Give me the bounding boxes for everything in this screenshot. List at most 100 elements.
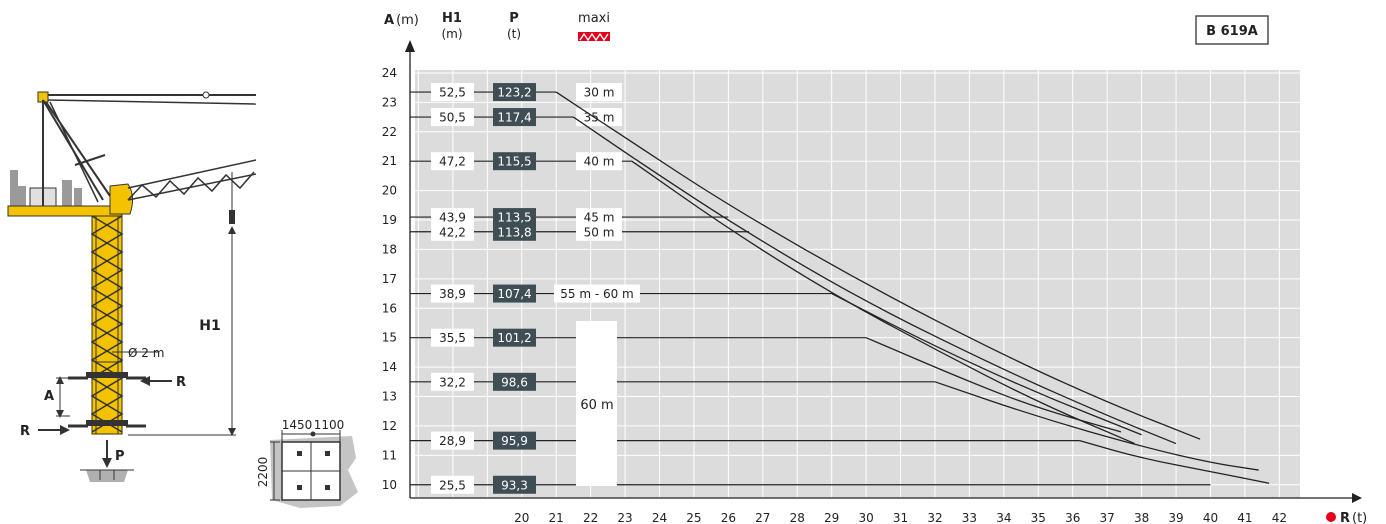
x-axis-arrow bbox=[1352, 493, 1362, 503]
x-tick-label: 42 bbox=[1272, 511, 1287, 524]
h1-value-box bbox=[431, 222, 474, 241]
x-tick-label: 37 bbox=[1100, 511, 1115, 524]
base-dim-b: 1100 bbox=[314, 418, 345, 432]
y-tick-label: 14 bbox=[382, 360, 397, 374]
y-tick-label: 19 bbox=[382, 213, 397, 227]
jib-note-rect bbox=[576, 321, 617, 486]
x-tick-label: 40 bbox=[1203, 511, 1218, 524]
y-tick-label: 22 bbox=[382, 125, 397, 139]
load-curve bbox=[555, 91, 1201, 440]
h1-value: 47,2 bbox=[439, 155, 466, 169]
h1-value: 43,9 bbox=[439, 211, 466, 225]
y-axis-arrow bbox=[405, 40, 415, 52]
p-value: 98,6 bbox=[501, 375, 528, 389]
maxi-header-label: maxi bbox=[578, 11, 610, 26]
height-row: 42,2 113,8 50 m bbox=[410, 222, 750, 241]
x-axis-label: R bbox=[1340, 511, 1350, 524]
y-tick-label: 16 bbox=[382, 301, 397, 315]
p-value-box bbox=[493, 284, 536, 303]
h1-value: 38,9 bbox=[439, 287, 466, 301]
h1-value-box bbox=[431, 108, 474, 127]
crane-p-label: P bbox=[115, 449, 125, 464]
x-tick-label: 20 bbox=[514, 511, 529, 524]
p-value: 113,5 bbox=[497, 211, 531, 225]
y-tick-label: 21 bbox=[382, 154, 397, 168]
height-row: 38,9 107,4 55 m - 60 m bbox=[410, 284, 832, 303]
p-value: 117,4 bbox=[497, 111, 531, 125]
height-row: 47,2 115,5 40 m bbox=[410, 152, 632, 171]
x-axis-unit: (t) bbox=[1352, 511, 1367, 524]
h1-value-box bbox=[431, 208, 474, 227]
load-curve bbox=[934, 381, 1259, 471]
load-curves bbox=[555, 91, 1270, 484]
y-tick-label: 24 bbox=[382, 66, 397, 80]
x-tick-label: 31 bbox=[893, 511, 908, 524]
a-axis-unit: (m) bbox=[396, 13, 419, 28]
load-curve bbox=[573, 116, 1177, 445]
p-value-box bbox=[493, 328, 536, 347]
p-value-box bbox=[493, 475, 536, 494]
p-header-label: P bbox=[509, 11, 519, 26]
x-tick-label: 21 bbox=[549, 511, 564, 524]
h1-header-unit: (m) bbox=[441, 27, 462, 41]
load-curve bbox=[831, 292, 1142, 436]
h1-value: 32,2 bbox=[439, 375, 466, 389]
x-tick-label: 28 bbox=[790, 511, 805, 524]
height-row: 25,5 93,3 bbox=[410, 475, 1211, 494]
chart-plot-background bbox=[415, 70, 1300, 498]
base-plan-diagram: 1450 1100 2200 bbox=[256, 418, 358, 508]
x-tick-label: 32 bbox=[927, 511, 942, 524]
h1-value-box bbox=[431, 431, 474, 450]
p-value-box bbox=[493, 152, 536, 171]
height-row: 35,5 101,2 bbox=[410, 328, 867, 347]
p-value: 101,2 bbox=[497, 331, 531, 345]
y-tick-label: 23 bbox=[382, 95, 397, 109]
crane-a-label: A bbox=[44, 389, 54, 404]
h1-value-box bbox=[431, 328, 474, 347]
jib-value: 35 m bbox=[584, 111, 615, 125]
jib-value-box bbox=[576, 222, 622, 241]
h1-value: 28,9 bbox=[439, 434, 466, 448]
h1-value-box bbox=[431, 284, 474, 303]
x-tick-label: 36 bbox=[1065, 511, 1080, 524]
h1-value: 50,5 bbox=[439, 111, 466, 125]
p-value: 107,4 bbox=[497, 287, 531, 301]
jib-lattice-icon bbox=[578, 32, 610, 42]
x-tick-label: 24 bbox=[652, 511, 667, 524]
p-value-box bbox=[493, 208, 536, 227]
crane-h1-label: H1 bbox=[199, 318, 220, 334]
a-axis-header: A (m) bbox=[384, 13, 419, 28]
jib-value-box bbox=[554, 284, 640, 303]
p-value-box bbox=[493, 431, 536, 450]
x-tick-label: 25 bbox=[686, 511, 701, 524]
height-row: 52,5 123,2 30 m bbox=[410, 83, 622, 102]
a-axis-label: A bbox=[384, 13, 394, 28]
svg-text:R(t): R (t) bbox=[1340, 511, 1367, 524]
h1-value: 52,5 bbox=[439, 86, 466, 100]
h1-value-box bbox=[431, 83, 474, 102]
x-tick-label: 33 bbox=[962, 511, 977, 524]
h1-value-box bbox=[431, 475, 474, 494]
height-row: 50,5 117,4 35 m bbox=[410, 108, 622, 127]
jib-value: 45 m bbox=[584, 211, 615, 225]
jib-value-box bbox=[576, 152, 622, 171]
x-tick-label: 34 bbox=[996, 511, 1011, 524]
y-tick-label: 13 bbox=[382, 390, 397, 404]
y-tick-label: 15 bbox=[382, 331, 397, 345]
x-axis-title: R (t) bbox=[1326, 511, 1367, 524]
p-value-box bbox=[493, 372, 536, 391]
h1-value: 25,5 bbox=[439, 478, 466, 492]
x-tick-labels: 20 21 22 23 24 25 26 27 28 29 30 31 32 33 34 35 36 37 38 39… bbox=[514, 511, 1287, 524]
jib-value: 30 m bbox=[584, 86, 615, 100]
load-curve bbox=[1079, 440, 1270, 484]
p-value: 123,2 bbox=[497, 86, 531, 100]
p-value-box bbox=[493, 222, 536, 241]
y-tick-label: 17 bbox=[382, 272, 397, 286]
p-value-box bbox=[493, 108, 536, 127]
h1-value: 35,5 bbox=[439, 331, 466, 345]
chart-grid bbox=[415, 70, 1300, 498]
p-value: 113,8 bbox=[497, 225, 531, 239]
y-tick-label: 11 bbox=[382, 448, 397, 462]
jib-value: 50 m bbox=[584, 225, 615, 239]
